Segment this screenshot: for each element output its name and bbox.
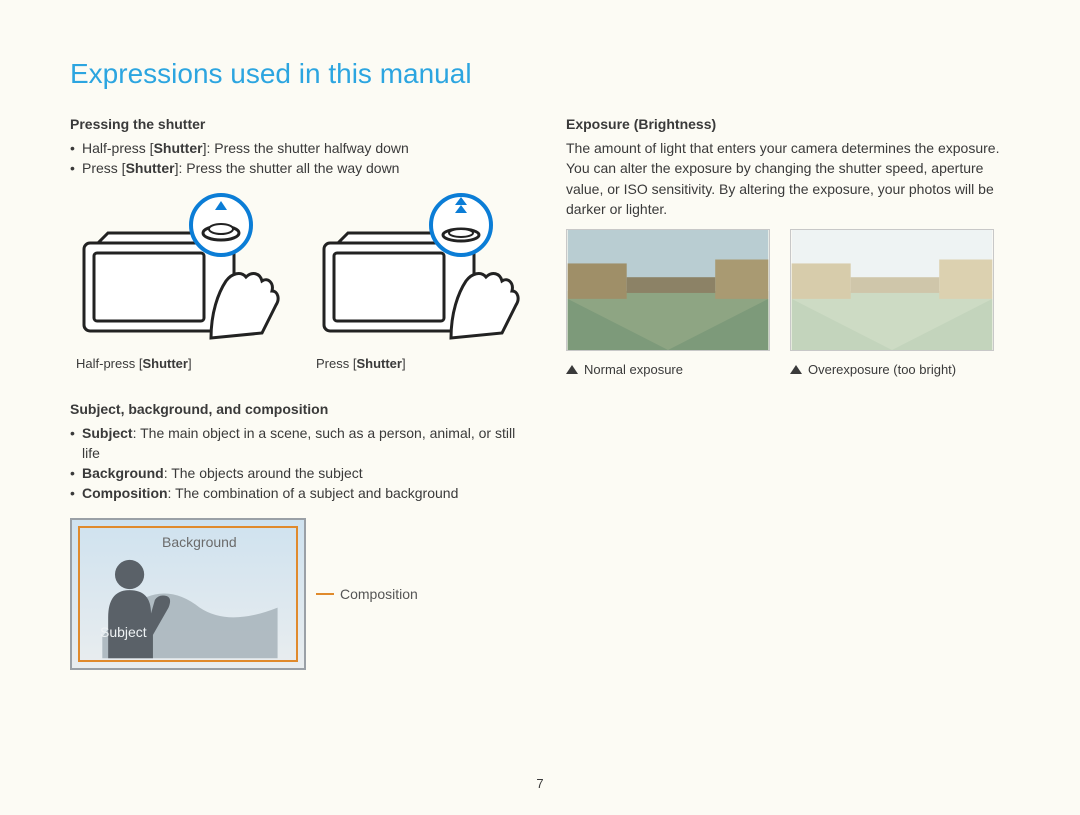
- bullet-background: Background: The objects around the subje…: [70, 463, 526, 483]
- section-subject-background: Subject, background, and composition Sub…: [70, 401, 526, 670]
- right-column: Exposure (Brightness) The amount of ligh…: [566, 116, 1010, 670]
- label-background: Background: [162, 534, 237, 550]
- label-subject: Subject: [100, 624, 147, 640]
- exposure-paragraph: The amount of light that enters your cam…: [566, 138, 1010, 219]
- photo-normal-exposure: Normal exposure: [566, 229, 770, 377]
- page-title: Expressions used in this manual: [70, 58, 1010, 90]
- label-composition: Composition: [316, 586, 418, 602]
- diagram-composition: Background Subject: [70, 518, 306, 670]
- triangle-up-icon: [790, 365, 802, 374]
- caption-normal-exposure: Normal exposure: [566, 362, 770, 377]
- bullet-half-press: Half-press [Shutter]: Press the shutter …: [70, 138, 526, 158]
- caption-full-press: Press [Shutter]: [316, 356, 526, 371]
- photo-overexposure: Overexposure (too bright): [790, 229, 994, 377]
- left-column: Pressing the shutter Half-press [Shutter…: [70, 116, 526, 670]
- page-number: 7: [536, 776, 543, 791]
- bullet-full-press: Press [Shutter]: Press the shutter all t…: [70, 158, 526, 178]
- diagram-full-press: Press [Shutter]: [316, 193, 526, 371]
- heading-subject-bg: Subject, background, and composition: [70, 401, 526, 417]
- caption-half-press: Half-press [Shutter]: [76, 356, 286, 371]
- section-pressing-shutter: Pressing the shutter Half-press [Shutter…: [70, 116, 526, 371]
- caption-overexposure: Overexposure (too bright): [790, 362, 994, 377]
- triangle-up-icon: [566, 365, 578, 374]
- bullet-subject: Subject: The main object in a scene, suc…: [70, 423, 526, 464]
- heading-exposure: Exposure (Brightness): [566, 116, 1010, 132]
- heading-pressing-shutter: Pressing the shutter: [70, 116, 526, 132]
- diagram-half-press: Half-press [Shutter]: [76, 193, 286, 371]
- bullet-composition: Composition: The combination of a subjec…: [70, 483, 526, 503]
